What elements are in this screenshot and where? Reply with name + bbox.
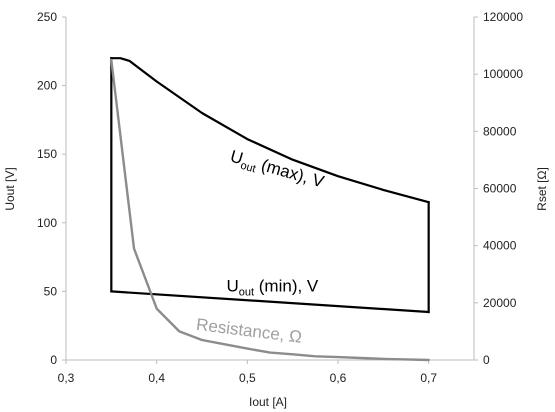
y-tick-label: 100 (37, 216, 57, 230)
x-tick-label: 0,7 (420, 371, 437, 385)
x-tick-label: 0,3 (58, 371, 75, 385)
y2-tick-label: 60000 (483, 182, 517, 196)
y2-axis-title: Rset [Ω] (535, 167, 549, 211)
y-tick-label: 50 (44, 284, 58, 298)
x-tick-label: 0,4 (148, 371, 165, 385)
y-tick-label: 250 (37, 10, 57, 24)
series-line (110, 290, 430, 314)
y2-tick-label: 120000 (483, 10, 523, 24)
y2-tick-label: 80000 (483, 124, 517, 138)
y2-tick-label: 40000 (483, 239, 517, 253)
y-tick-label: 0 (50, 353, 57, 367)
x-axis-title: Iout [A] (249, 395, 287, 409)
x-tick-label: 0,5 (239, 371, 256, 385)
series-line (110, 57, 430, 204)
x-tick-label: 0,6 (330, 371, 347, 385)
series-line (110, 58, 430, 362)
curve-annotation: Uout (min), V (226, 276, 318, 298)
y2-tick-label: 20000 (483, 296, 517, 310)
y2-tick-label: 0 (483, 353, 490, 367)
curve-annotation: Uout (max), V (227, 147, 326, 195)
y-tick-label: 200 (37, 79, 57, 93)
y-tick-label: 150 (37, 147, 57, 161)
y2-tick-label: 100000 (483, 67, 523, 81)
axes: 0 50 100 150 200 250 0 20000 40000 60000 80000 1000… (37, 10, 523, 385)
series-layer (110, 57, 430, 362)
y-axis-title: Uout [V] (3, 167, 17, 210)
